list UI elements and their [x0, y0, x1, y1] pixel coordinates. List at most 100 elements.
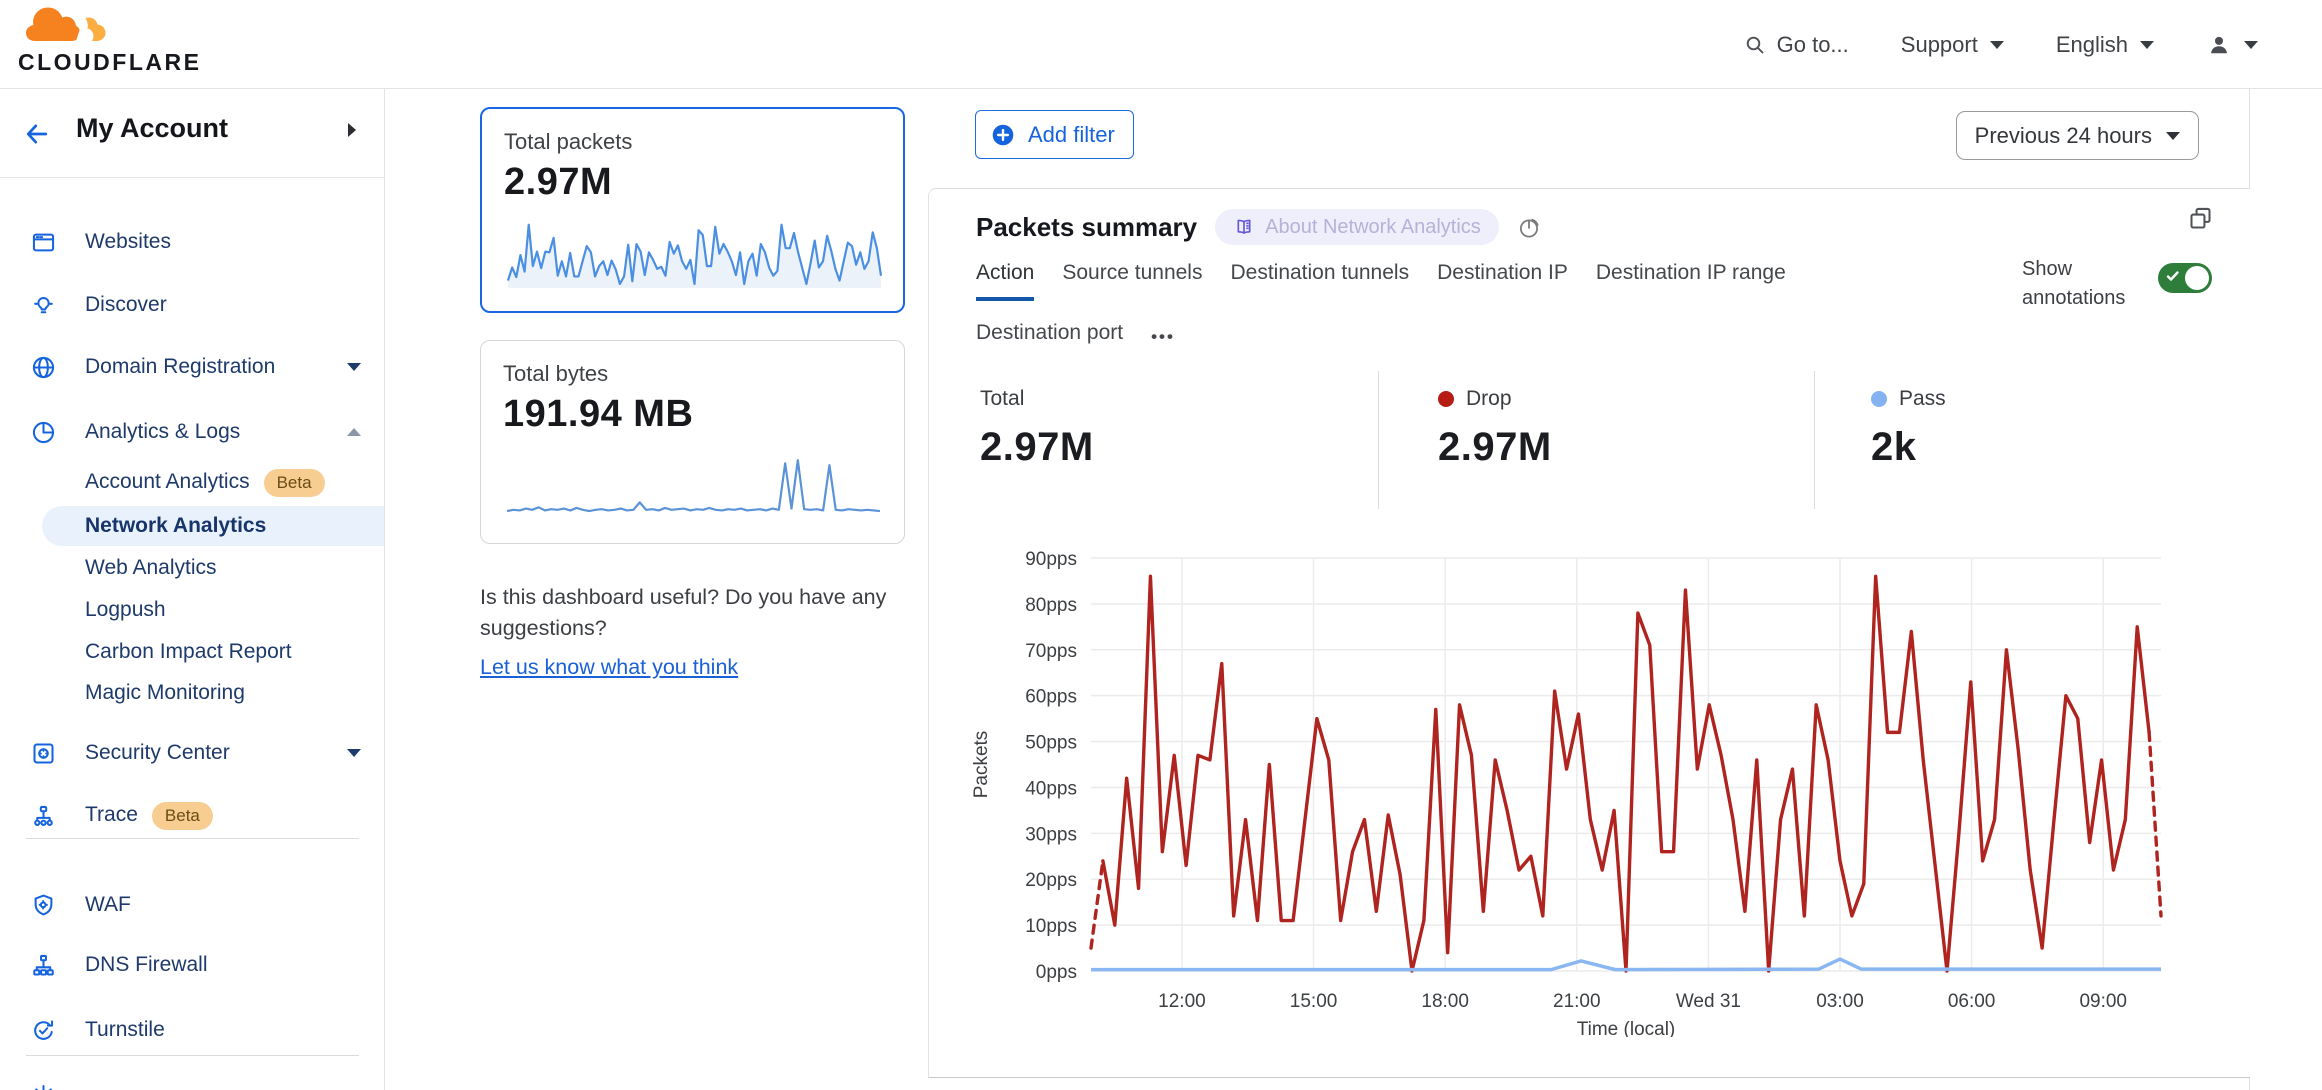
svg-text:Wed 31: Wed 31 — [1676, 991, 1741, 1012]
sidebar-item-label: Account Analytics Beta — [85, 469, 325, 497]
check-icon — [2165, 268, 2181, 284]
sidebar-item-logpush[interactable]: Logpush — [0, 590, 384, 630]
stat-drop: Drop 2.97M — [1379, 371, 1815, 509]
sidebar-item-label: WAF — [85, 893, 131, 916]
sidebar-divider — [26, 1055, 359, 1056]
sidebar-item-security-center[interactable]: Security Center — [0, 733, 384, 773]
stat-label: Drop — [1466, 387, 1512, 410]
sidebar-item-turnstile[interactable]: Turnstile — [0, 1010, 384, 1050]
sidebar-item-label: Analytics & Logs — [85, 420, 241, 443]
total-bytes-card[interactable]: Total bytes 191.94 MB — [480, 340, 905, 544]
turnstile-refresh-icon — [30, 1017, 57, 1044]
tab-destination-tunnels[interactable]: Destination tunnels — [1230, 261, 1410, 284]
feedback-link[interactable]: Let us know what you think — [480, 655, 739, 679]
add-filter-label: Add filter — [1028, 121, 1115, 147]
add-filter-button[interactable]: Add filter — [975, 110, 1134, 159]
brand-name: CLOUDFLARE — [18, 49, 202, 75]
feedback-block: Is this dashboard useful? Do you have an… — [480, 582, 905, 683]
caret-down-icon — [2166, 131, 2180, 140]
stat-total: Total 2.97M — [929, 371, 1379, 509]
annotations-toggle[interactable] — [2158, 263, 2212, 293]
sidebar-item-discover[interactable]: Discover — [0, 285, 384, 325]
tab-action[interactable]: Action — [976, 261, 1035, 301]
sidebar-item-account-analytics[interactable]: Account Analytics Beta — [0, 463, 384, 503]
search-icon — [1743, 33, 1767, 57]
caret-up-icon — [347, 428, 361, 436]
packets-chart-svg: 0pps 10pps 20pps 30pps 40pps 50pps 60pps 70pps 8… — [971, 549, 2163, 1040]
sidebar-item-analytics-logs[interactable]: Analytics & Logs — [0, 412, 384, 452]
sidebar-item-waf[interactable]: WAF — [0, 885, 384, 925]
tab-destination-port[interactable]: Destination port — [976, 321, 1124, 344]
sidebar-item-label: Discover — [85, 293, 167, 316]
drop-legend-dot — [1438, 391, 1454, 407]
about-network-analytics-badge[interactable]: About Network Analytics — [1215, 209, 1499, 245]
svg-text:18:00: 18:00 — [1421, 991, 1469, 1012]
starburst-icon — [30, 1081, 57, 1090]
sidebar-item-label: Magic Monitoring — [85, 681, 245, 704]
language-menu[interactable]: English — [2056, 32, 2154, 58]
svg-text:06:00: 06:00 — [1948, 991, 1996, 1012]
back-arrow-icon[interactable] — [22, 119, 52, 149]
svg-text:12:00: 12:00 — [1158, 991, 1206, 1012]
tab-destination-ip-range[interactable]: Destination IP range — [1595, 261, 1786, 284]
svg-text:70pps: 70pps — [1025, 641, 1077, 662]
sidebar-item-network-analytics[interactable]: Network Analytics — [42, 506, 384, 546]
sidebar-item-partial[interactable] — [0, 1074, 384, 1090]
sidebar-item-magic-monitoring[interactable]: Magic Monitoring — [0, 673, 384, 713]
stat-value: 2.97M — [980, 425, 1094, 469]
pie-chart-icon — [30, 419, 57, 446]
svg-text:0pps: 0pps — [1036, 962, 1077, 983]
svg-text:15:00: 15:00 — [1290, 991, 1338, 1012]
sidebar-item-label: Security Center — [85, 741, 230, 764]
tab-destination-ip[interactable]: Destination IP — [1437, 261, 1568, 284]
svg-text:30pps: 30pps — [1025, 824, 1077, 845]
sidebar-item-dns-firewall[interactable]: DNS Firewall — [0, 945, 384, 985]
svg-text:Packets: Packets — [971, 731, 992, 799]
svg-text:90pps: 90pps — [1025, 549, 1077, 570]
sidebar-item-label: Turnstile — [85, 1018, 165, 1041]
sidebar-item-carbon-impact-report[interactable]: Carbon Impact Report — [0, 632, 384, 672]
sidebar-item-websites[interactable]: Websites — [0, 222, 384, 262]
stat-value: 2k — [1871, 425, 1917, 469]
caret-down-icon — [2244, 40, 2258, 49]
tab-more[interactable]: ••• — [1151, 327, 1175, 346]
sidebar-item-label: Web Analytics — [85, 556, 217, 579]
svg-text:Time (local): Time (local) — [1577, 1019, 1676, 1037]
sidebar-item-label: Trace Beta — [85, 802, 213, 830]
browser-icon — [30, 229, 57, 256]
metric-value: 191.94 MB — [503, 393, 694, 435]
tab-source-tunnels[interactable]: Source tunnels — [1062, 261, 1203, 284]
sidebar-item-trace[interactable]: Trace Beta — [0, 796, 384, 836]
sidebar-item-domain-registration[interactable]: Domain Registration — [0, 347, 384, 387]
show-annotations-label: Show annotations — [2022, 258, 2126, 309]
safe-icon — [30, 740, 57, 767]
total-packets-card[interactable]: Total packets 2.97M — [480, 107, 905, 313]
chevron-right-icon[interactable] — [348, 123, 356, 137]
sidebar-item-label: Domain Registration — [85, 355, 276, 378]
trace-icon — [30, 803, 57, 830]
cloudflare-logo[interactable]: CLOUDFLARE — [18, 2, 202, 76]
packets-chart[interactable]: 0pps 10pps 20pps 30pps 40pps 50pps 60pps 70pps 8… — [929, 537, 2251, 1040]
sidebar: My Account Websites Discover Domain Regist… — [0, 89, 385, 1090]
time-range-dropdown[interactable]: Previous 24 hours — [1955, 111, 2199, 160]
account-menu[interactable] — [2206, 32, 2258, 58]
pie-chart-icon[interactable] — [1517, 215, 1542, 240]
language-label: English — [2055, 31, 2128, 57]
support-menu[interactable]: Support — [1901, 32, 2004, 58]
feedback-question: Is this dashboard useful? Do you have an… — [480, 585, 887, 640]
toggle-knob — [2185, 266, 2209, 290]
account-title: My Account — [76, 113, 229, 143]
metric-label: Total packets — [504, 129, 633, 154]
book-icon — [1233, 216, 1255, 238]
panel-title: Packets summary — [976, 211, 1198, 242]
svg-text:40pps: 40pps — [1025, 778, 1077, 799]
global-search[interactable]: Go to... — [1743, 32, 1849, 58]
time-range-label: Previous 24 hours — [1974, 122, 2152, 148]
caret-down-icon — [347, 749, 361, 757]
lightbulb-icon — [30, 292, 57, 319]
svg-text:60pps: 60pps — [1025, 687, 1077, 708]
copy-icon[interactable] — [2187, 205, 2214, 232]
svg-text:03:00: 03:00 — [1816, 991, 1864, 1012]
sidebar-item-web-analytics[interactable]: Web Analytics — [0, 548, 384, 588]
pass-legend-dot — [1871, 391, 1887, 407]
